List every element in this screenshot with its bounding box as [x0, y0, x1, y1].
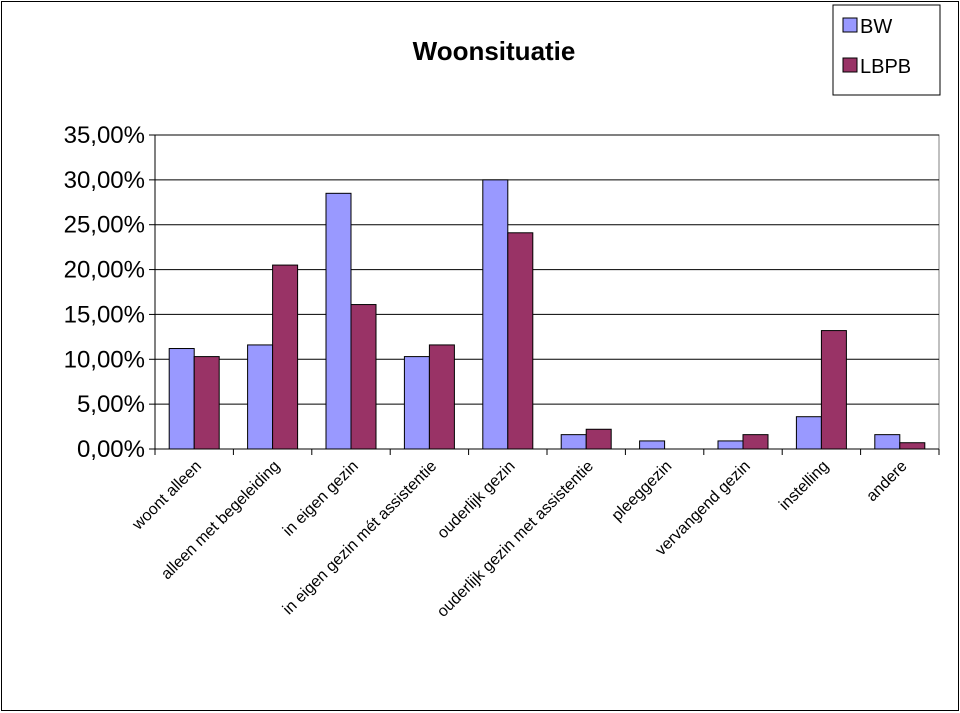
bar-lbpb — [272, 264, 299, 450]
legend-label-lbpb: LBPB — [860, 56, 911, 78]
y-tick-label: 5,00% — [77, 391, 145, 418]
chart-title: Woonsituatie — [413, 36, 576, 66]
legend-swatch-lbpb — [842, 57, 858, 73]
bar-lbpb — [350, 304, 377, 450]
y-tick-label: 20,00% — [64, 257, 145, 284]
x-category-label: instelling — [776, 458, 832, 514]
y-tick-label: 15,00% — [64, 301, 145, 328]
bar-bw — [639, 440, 666, 450]
bar-bw — [482, 179, 509, 450]
x-category-label: andere — [863, 458, 910, 505]
bar-bw — [325, 192, 352, 450]
bar-lbpb — [193, 356, 220, 450]
bar-lbpb — [820, 330, 847, 450]
bar-bw — [717, 440, 744, 450]
legend-swatch-bw — [842, 17, 858, 33]
y-tick-label: 10,00% — [64, 346, 145, 373]
bar-bw — [168, 348, 195, 450]
x-category-label: pleeggezin — [609, 458, 676, 525]
bar-bw — [403, 356, 430, 450]
bar-lbpb — [742, 434, 769, 450]
x-category-label: ouderlijk gezin met assistentie — [434, 458, 597, 621]
y-tick-label: 35,00% — [64, 122, 145, 149]
bar-bw — [560, 434, 587, 450]
y-tick-label: 25,00% — [64, 212, 145, 239]
bar-lbpb — [899, 442, 926, 450]
bar-bw — [247, 344, 274, 450]
bar-lbpb — [585, 428, 612, 450]
bar-bw — [874, 434, 901, 450]
x-category-label: ouderlijk gezin — [434, 458, 518, 542]
y-axis: 0,00% 5,00% 10,00% 15,00% 20,00% 25,00% 30,00%… — [64, 122, 156, 463]
x-category-label: woont alleen — [129, 458, 205, 534]
legend: BW LBPB — [832, 4, 941, 96]
y-tick-label: 30,00% — [64, 167, 145, 194]
x-category-label: in eigen gezin mét assistentie — [280, 458, 441, 619]
bar-bw — [795, 416, 822, 450]
legend-label-bw: BW — [860, 16, 892, 38]
y-tick-label: 0,00% — [77, 436, 145, 463]
bar-lbpb — [428, 344, 455, 450]
bar-lbpb — [507, 232, 534, 450]
x-category-label: in eigen gezin — [280, 458, 362, 540]
